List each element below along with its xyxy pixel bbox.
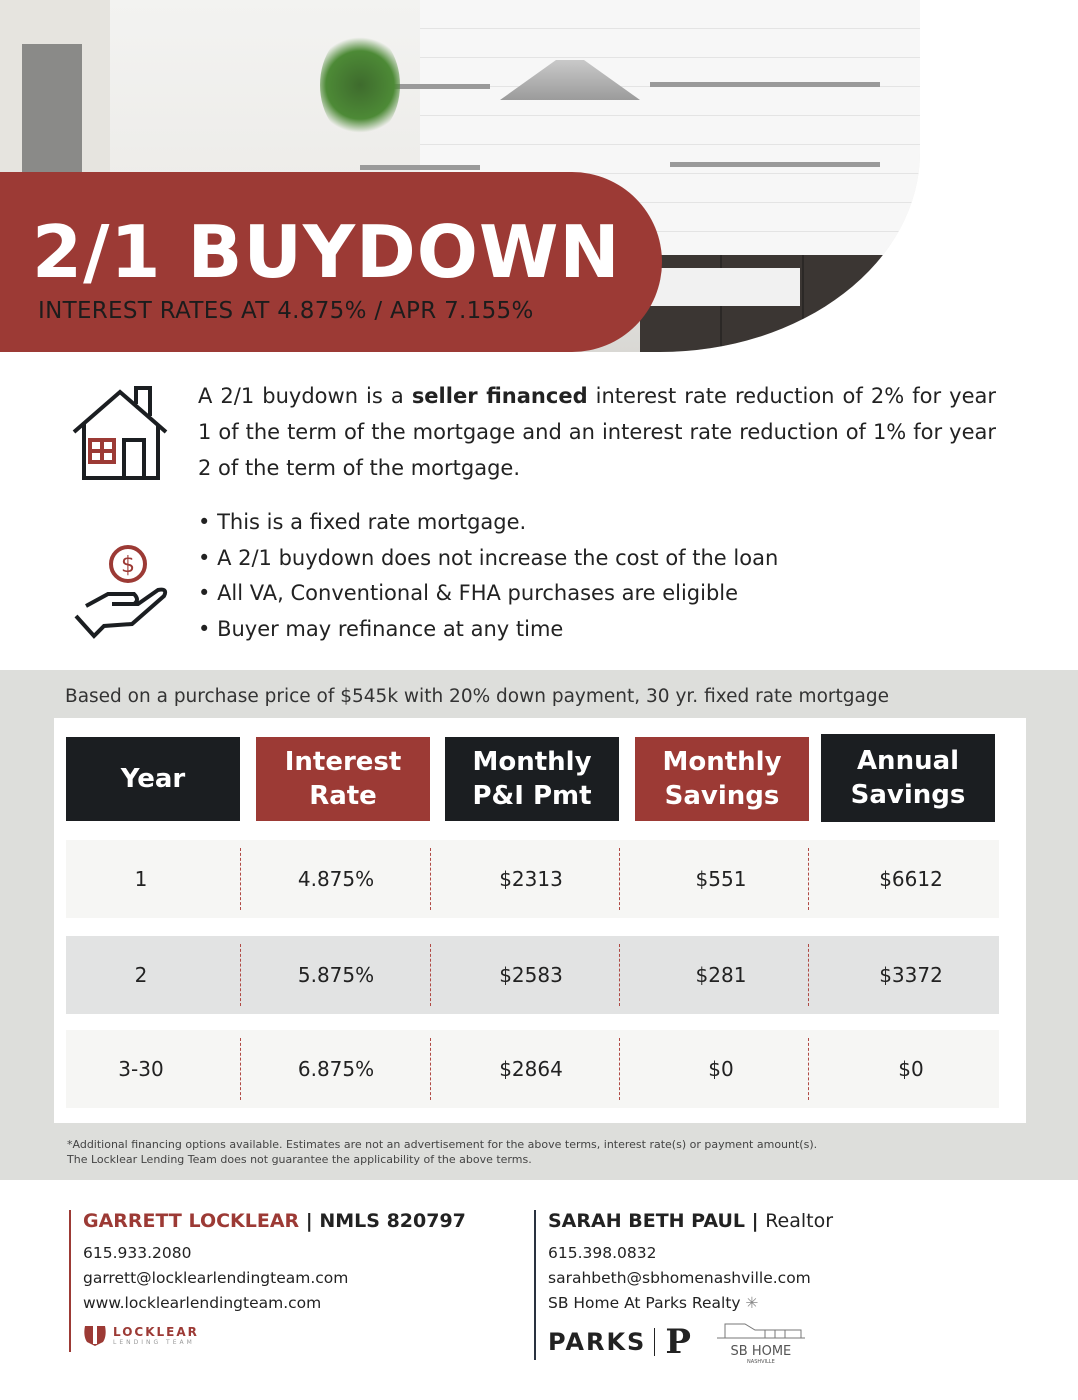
column-divider bbox=[808, 848, 809, 910]
column-divider bbox=[240, 848, 241, 910]
feature-list: This is a fixed rate mortgage. A 2/1 buy… bbox=[198, 505, 778, 647]
table-cell: $2864 bbox=[499, 1057, 563, 1081]
table-cell: 2 bbox=[134, 963, 148, 987]
column-divider bbox=[619, 848, 620, 910]
header-monthly-savings: Monthly Savings bbox=[635, 737, 809, 821]
column-divider bbox=[430, 944, 431, 1006]
table-cell: $2313 bbox=[499, 867, 563, 891]
table-cell: $2583 bbox=[499, 963, 563, 987]
parks-logo: PARKS bbox=[548, 1327, 656, 1356]
column-divider bbox=[808, 944, 809, 1006]
table-cell: $3372 bbox=[879, 963, 943, 987]
sbhome-logo: SB HOME NASHVILLE bbox=[715, 1318, 807, 1365]
header-interest-rate: Interest Rate bbox=[256, 737, 430, 821]
column-divider bbox=[430, 848, 431, 910]
website-link[interactable]: www.locklearlendingteam.com bbox=[83, 1294, 322, 1312]
table-cell: $0 bbox=[708, 1057, 734, 1081]
locklear-logo: LOCKLEAR LENDING TEAM bbox=[83, 1322, 466, 1348]
svg-text:$: $ bbox=[121, 553, 135, 578]
table-cell: 3-30 bbox=[118, 1057, 164, 1081]
column-divider bbox=[619, 944, 620, 1006]
house-icon bbox=[72, 386, 168, 480]
bullet-item: This is a fixed rate mortgage. bbox=[198, 505, 778, 541]
table-cell: 6.875% bbox=[297, 1057, 375, 1081]
header-monthly-pi: Monthly P&I Pmt bbox=[445, 737, 619, 821]
hand-dollar-icon: $ bbox=[74, 545, 168, 639]
table-row: 3-30 6.875% $2864 $0 $0 bbox=[66, 1030, 999, 1108]
column-divider bbox=[240, 1038, 241, 1100]
email-link[interactable]: sarahbeth@sbhomenashville.com bbox=[548, 1269, 811, 1287]
table-cell: $0 bbox=[898, 1057, 924, 1081]
bullet-item: All VA, Conventional & FHA purchases are… bbox=[198, 576, 778, 612]
table-cell: $551 bbox=[695, 867, 747, 891]
table-basis-note: Based on a purchase price of $545k with … bbox=[65, 686, 889, 707]
column-divider bbox=[808, 1038, 809, 1100]
intro-text: A 2/1 buydown is a seller financed inter… bbox=[198, 384, 996, 480]
table-cell: 5.875% bbox=[297, 963, 375, 987]
table-cell: $281 bbox=[695, 963, 747, 987]
phone[interactable]: 615.398.0832 bbox=[548, 1244, 657, 1262]
bullet-item: Buyer may refinance at any time bbox=[198, 612, 778, 648]
column-divider bbox=[619, 1038, 620, 1100]
disclaimer: *Additional financing options available.… bbox=[67, 1138, 818, 1166]
page-title: 2/1 BUYDOWN bbox=[32, 210, 621, 294]
header-year: Year bbox=[66, 737, 240, 821]
email-link[interactable]: garrett@locklearlendingteam.com bbox=[83, 1269, 349, 1287]
table-cell: 1 bbox=[134, 867, 148, 891]
table-cell: $6612 bbox=[879, 867, 943, 891]
header-annual-savings: Annual Savings bbox=[821, 734, 995, 822]
contact-realtor: SARAH BETH PAUL | Realtor 615.398.0832 s… bbox=[534, 1210, 833, 1365]
column-divider bbox=[430, 1038, 431, 1100]
column-divider bbox=[240, 944, 241, 1006]
sun-icon: ✳ bbox=[745, 1294, 759, 1312]
table-cell: 4.875% bbox=[297, 867, 375, 891]
phone[interactable]: 615.933.2080 bbox=[83, 1244, 192, 1262]
rates-subtitle: INTEREST RATES AT 4.875% / APR 7.155% bbox=[38, 298, 534, 324]
bullet-item: A 2/1 buydown does not increase the cost… bbox=[198, 541, 778, 577]
table-row: 1 4.875% $2313 $551 $6612 bbox=[66, 840, 999, 918]
brokerage: SB Home At Parks Realty ✳ bbox=[548, 1294, 759, 1312]
contact-lender: GARRETT LOCKLEAR | NMLS 820797 615.933.2… bbox=[69, 1210, 466, 1352]
title-banner: 2/1 BUYDOWN INTEREST RATES AT 4.875% / A… bbox=[0, 172, 662, 352]
table-row: 2 5.875% $2583 $281 $3372 bbox=[66, 936, 999, 1014]
